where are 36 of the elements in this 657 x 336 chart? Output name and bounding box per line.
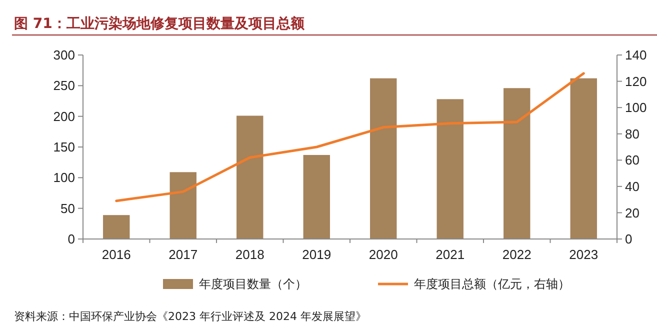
x-tick-label: 2023 (569, 247, 598, 262)
x-tick-label: 2020 (368, 247, 398, 262)
bar (504, 88, 530, 239)
x-tick-label: 2016 (102, 247, 131, 262)
bar (170, 172, 196, 239)
legend-label: 年度项目总额（亿元，右轴） (414, 277, 570, 292)
y-tick-label: 0 (68, 232, 75, 247)
bar (103, 215, 130, 239)
y2-tick-label: 140 (625, 48, 647, 63)
y2-tick-label: 60 (625, 152, 640, 168)
y2-tick-label: 120 (625, 74, 647, 89)
line-series (115, 72, 585, 202)
y-tick-label: 200 (53, 108, 75, 124)
y-tick-label: 100 (53, 170, 75, 186)
y2-tick-label: 80 (625, 126, 640, 142)
x-tick-label: 2019 (302, 247, 332, 262)
x-tick-label: 2021 (436, 247, 465, 262)
y-tick-label: 250 (53, 78, 75, 94)
y-tick-label: 150 (53, 140, 75, 155)
text: 资料来源：中国环保产业协会《2023 年行业评述及 2024 年发展展望》 (14, 310, 366, 323)
bar (570, 78, 597, 239)
y2-tick-label: 0 (625, 232, 632, 247)
x-tick-label: 2022 (502, 247, 532, 262)
y2-tick-label: 20 (625, 205, 640, 220)
bar (303, 154, 330, 239)
bar (436, 99, 464, 239)
y-tick-label: 300 (53, 48, 75, 63)
x-tick-label: 2018 (235, 247, 264, 262)
y2-tick-label: 100 (625, 100, 647, 116)
legend-label: 年度项目数量（个） (199, 277, 307, 292)
x-tick-label: 2017 (168, 247, 198, 262)
y2-tick-label: 40 (625, 178, 640, 194)
bar (370, 78, 397, 239)
y-tick-label: 50 (60, 200, 75, 216)
chart-title: 图 71：工业污染场地修复项目数量及项目总额 (14, 15, 306, 32)
bar (236, 116, 264, 239)
